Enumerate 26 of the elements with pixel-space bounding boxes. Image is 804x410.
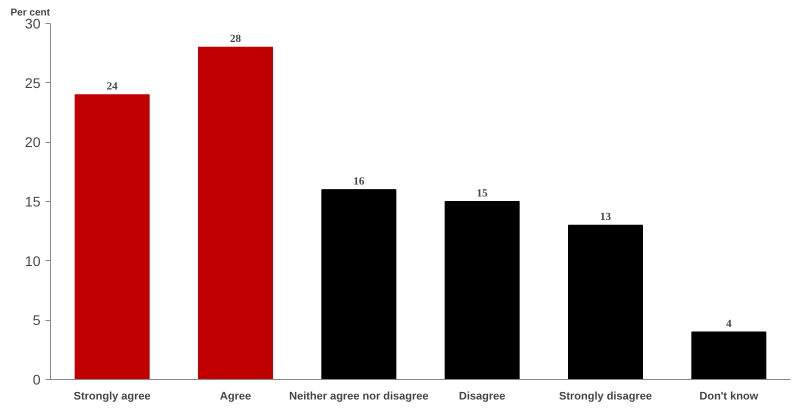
x-tick-label: Strongly agree — [74, 390, 151, 402]
y-tick-label: 25 — [24, 74, 41, 91]
x-tick-label: Neither agree nor disagree — [289, 390, 429, 402]
y-tick-label: 0 — [32, 372, 41, 388]
x-tick-label: Agree — [220, 390, 252, 402]
y-axis-title: Per cent — [10, 8, 51, 18]
data-label: 16 — [353, 176, 365, 188]
x-tick-label: Strongly disagree — [559, 390, 652, 402]
data-label: 15 — [476, 188, 488, 200]
bar — [198, 46, 273, 380]
data-label: 4 — [726, 318, 732, 330]
data-label: 28 — [230, 33, 242, 46]
bar — [444, 201, 520, 380]
x-tick-label: Don't know — [699, 390, 759, 402]
y-tick-label: 5 — [32, 312, 41, 328]
y-tick-label: 20 — [24, 134, 41, 150]
data-label: 13 — [600, 211, 612, 224]
y-tick-label: 10 — [24, 252, 41, 269]
data-label: 24 — [106, 80, 118, 93]
bar — [74, 94, 150, 380]
y-tick-label: 30 — [24, 16, 41, 32]
x-tick-label: Disagree — [458, 390, 506, 402]
bar — [568, 224, 643, 380]
bar — [691, 332, 766, 380]
y-tick-label: 15 — [24, 194, 41, 210]
bar — [321, 189, 396, 380]
